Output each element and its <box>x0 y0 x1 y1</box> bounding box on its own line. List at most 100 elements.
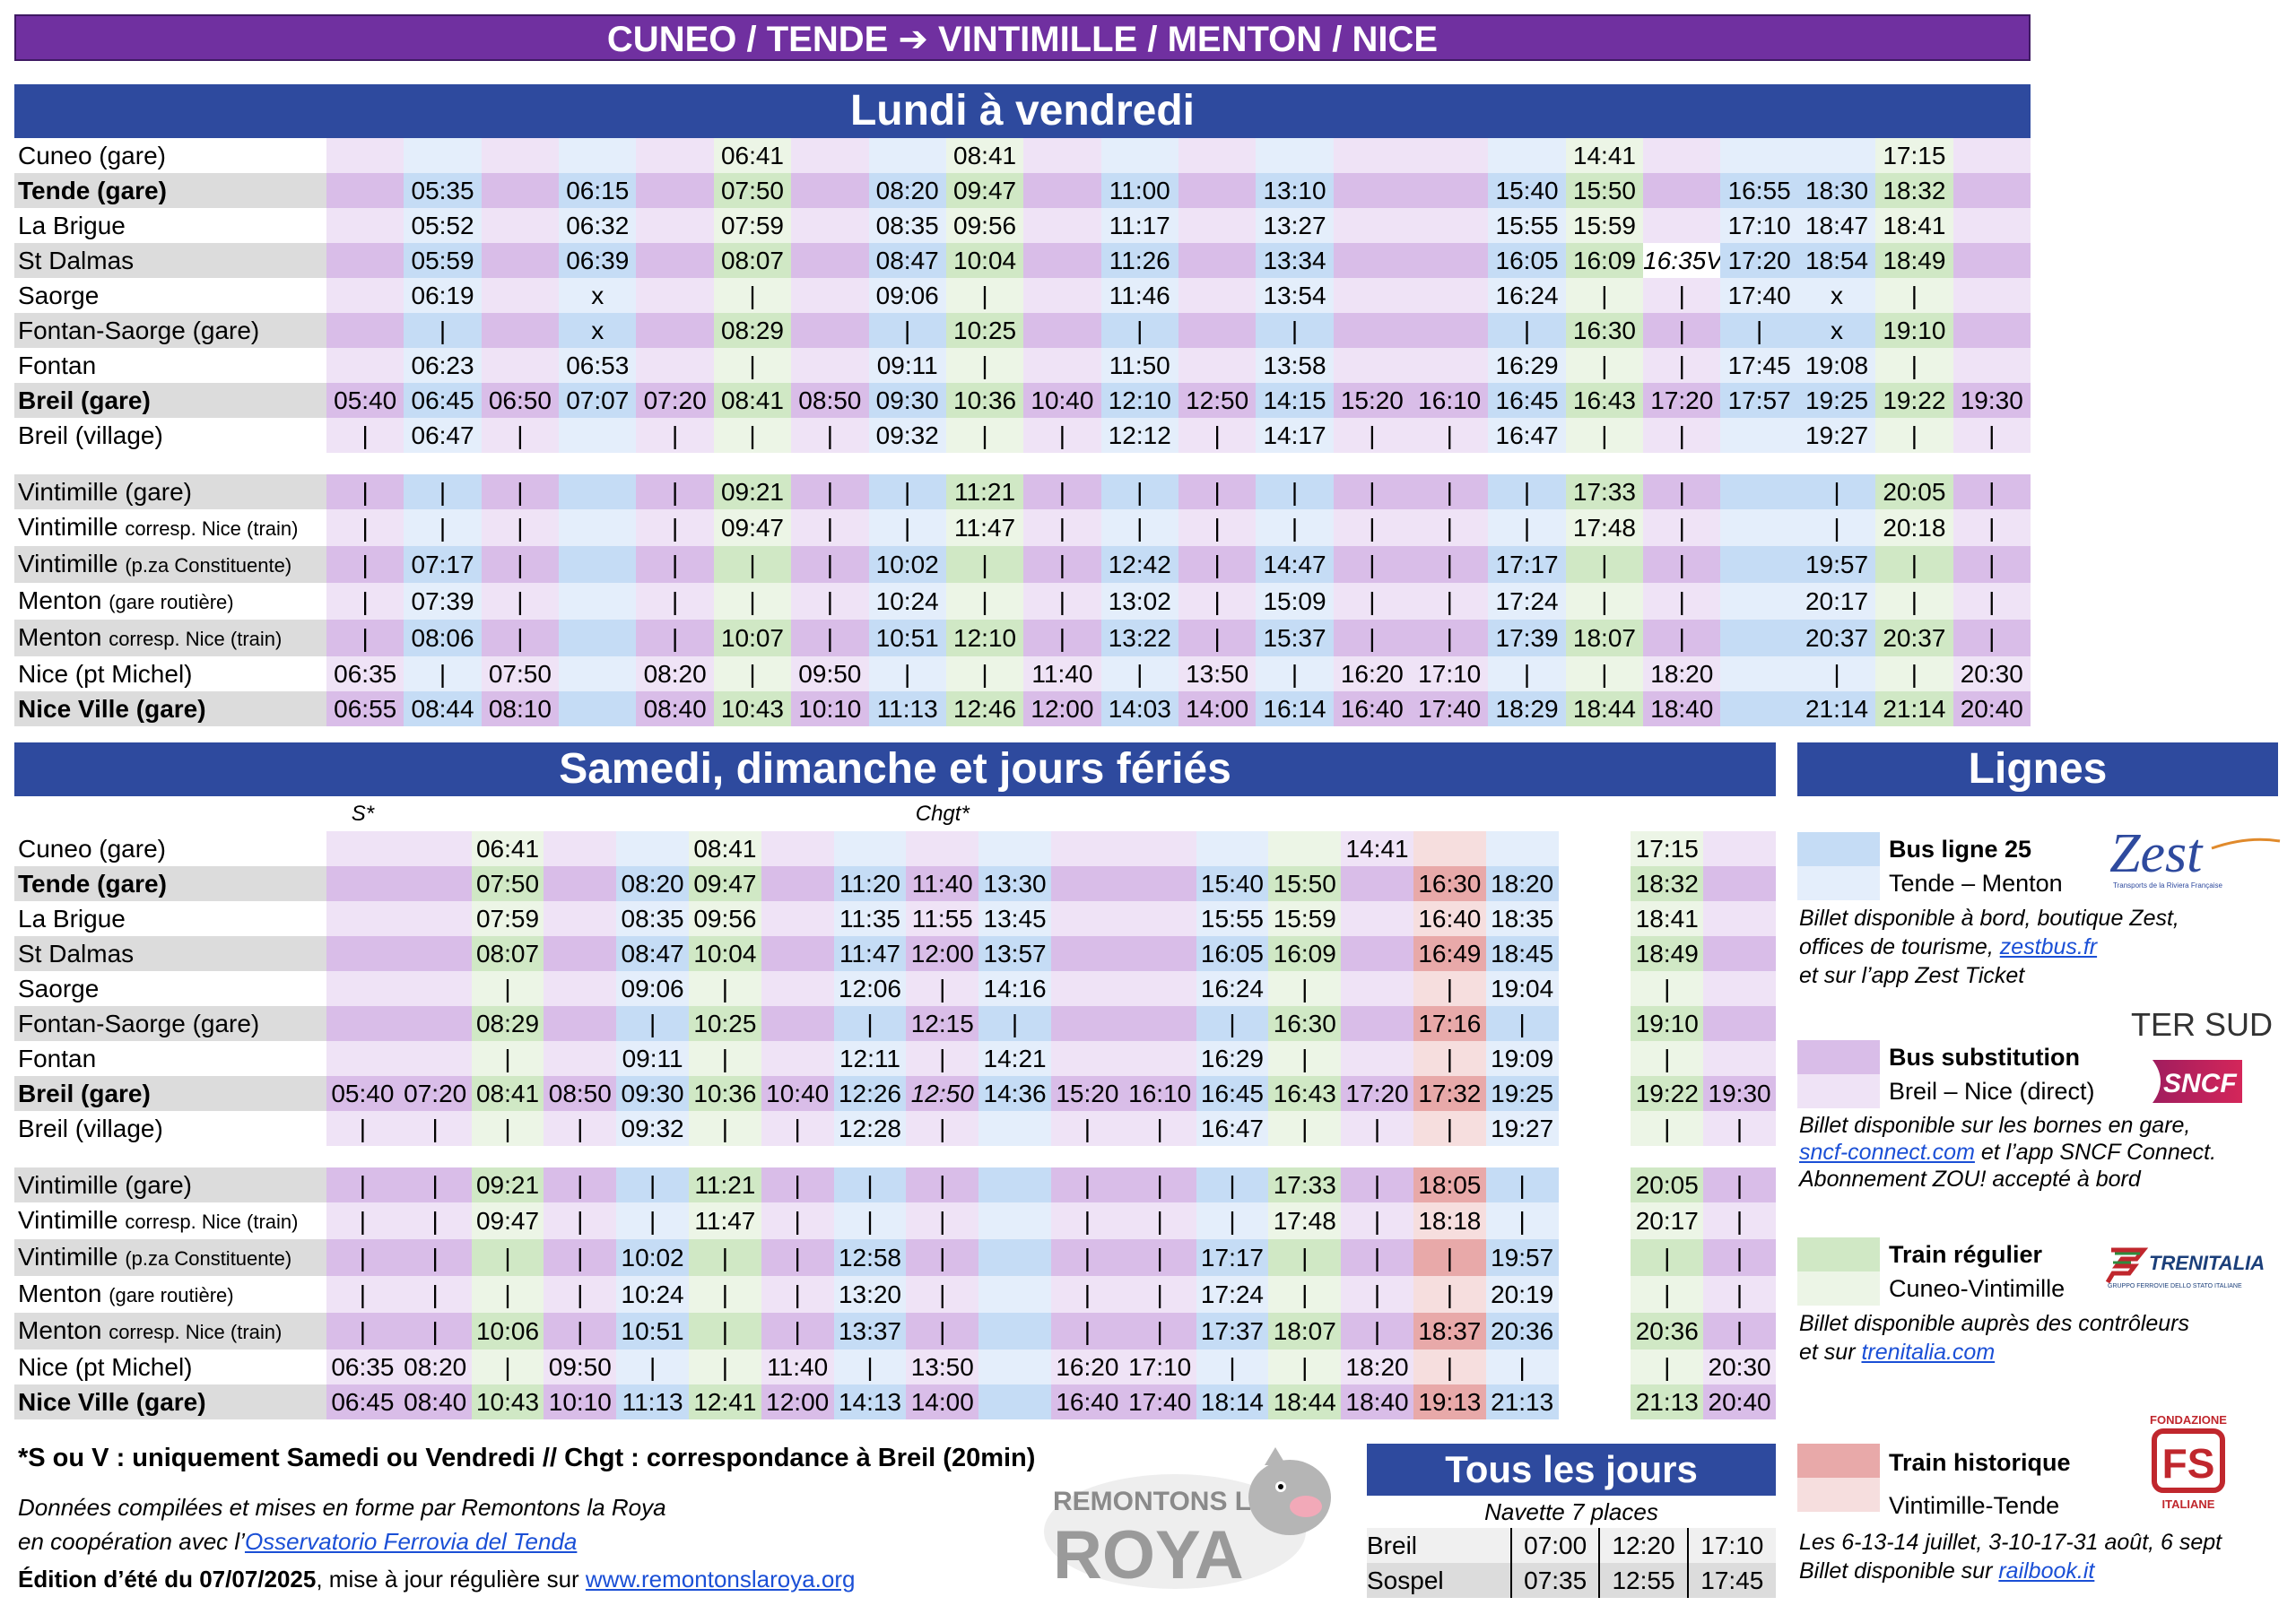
time-cell: 06:23 <box>404 348 482 383</box>
time-cell: 11:40 <box>906 866 979 901</box>
time-cell <box>636 278 714 313</box>
time-cell: | <box>1333 474 1412 509</box>
station-name: La Brigue <box>14 901 326 936</box>
table-row: Breil (gare) 05:40 07:20 08:41 08:50 09:30 10:… <box>14 1076 1776 1111</box>
time-cell <box>1050 1041 1124 1076</box>
time-cell: 17:45 <box>1720 348 1798 383</box>
time-cell: | <box>1565 656 1644 691</box>
note-cell <box>761 796 834 831</box>
time-cell: 09:47 <box>945 173 1024 208</box>
time-cell <box>791 173 869 208</box>
time-cell: | <box>945 418 1024 453</box>
time-cell <box>978 831 1051 866</box>
time-cell: 11:40 <box>761 1350 834 1384</box>
footer-cooperation: en coopération avec l’Osservatorio Ferro… <box>18 1528 578 1555</box>
time-cell: 10:51 <box>616 1313 689 1350</box>
time-cell: 07:59 <box>713 208 792 243</box>
time-cell: 09:30 <box>868 383 946 418</box>
time-cell <box>1268 831 1342 866</box>
time-cell: | <box>1411 546 1489 583</box>
legend-note-historic: Les 6-13-14 juillet, 3-10-17-31 août, 6 … <box>1799 1530 2222 1584</box>
station-name: Sospel <box>1367 1563 1511 1598</box>
time-cell: 20:19 <box>1485 1276 1559 1313</box>
time-cell: 18:47 <box>1797 208 1876 243</box>
zestbus-link[interactable]: zestbus.fr <box>1999 934 2098 959</box>
time-cell: | <box>1413 1350 1486 1384</box>
trenitalia-link[interactable]: trenitalia.com <box>1861 1340 1996 1365</box>
time-cell <box>1952 348 2031 383</box>
time-cell <box>978 1384 1051 1419</box>
time-cell <box>544 901 617 936</box>
fs-logo-text: FS <box>2162 1440 2215 1487</box>
note-cell <box>1268 796 1342 831</box>
time-cell: 19:25 <box>1797 383 1876 418</box>
time-cell: 16:40 <box>1413 901 1486 936</box>
time-cell: 18:29 <box>1488 691 1566 726</box>
time-cell <box>1023 138 1101 173</box>
time-cell <box>1178 173 1257 208</box>
time-cell: | <box>471 1041 544 1076</box>
time-cell <box>1341 901 1413 936</box>
remontons-link[interactable]: www.remontonslaroya.org <box>585 1566 856 1593</box>
time-cell <box>1411 243 1489 278</box>
time-cell: 18:32 <box>1875 173 1953 208</box>
time-cell: 19:57 <box>1485 1239 1559 1276</box>
station-name: Saorge <box>14 278 326 313</box>
time-cell: 15:40 <box>1196 866 1269 901</box>
time-cell: | <box>1565 546 1644 583</box>
time-cell: | <box>1123 1276 1196 1313</box>
zest-logo-sub: Transports de la Riviera Française <box>2113 881 2223 890</box>
time-cell: | <box>636 474 714 509</box>
time-cell: | <box>544 1276 617 1313</box>
time-cell: | <box>1341 1239 1413 1276</box>
sncf-connect-link[interactable]: sncf-connect.com <box>1799 1140 1975 1165</box>
time-cell: | <box>906 1041 979 1076</box>
time-cell <box>559 138 637 173</box>
time-cell <box>1720 656 1798 691</box>
time-cell: 17:15 <box>1875 138 1953 173</box>
time-cell: 11:46 <box>1100 278 1178 313</box>
time-cell: 09:47 <box>471 1202 544 1239</box>
footer-edition: Édition d’été du 07/07/2025, mise à jour… <box>18 1566 856 1593</box>
time-cell: | <box>761 1111 834 1146</box>
osservatorio-link[interactable]: Osservatorio Ferrovia del Tenda <box>244 1528 578 1555</box>
weekend-title: Samedi, dimanche et jours fériés <box>14 742 1776 796</box>
time-cell <box>761 936 834 971</box>
time-cell: | <box>945 348 1024 383</box>
time-cell: | <box>326 418 404 453</box>
time-cell <box>544 1041 617 1076</box>
time-cell: 08:41 <box>945 138 1024 173</box>
time-cell: | <box>1123 1239 1196 1276</box>
time-cell <box>559 474 637 509</box>
time-cell: 06:35 <box>326 656 404 691</box>
time-cell <box>1952 278 2031 313</box>
railbook-link[interactable]: railbook.it <box>1998 1558 2095 1584</box>
time-cell <box>481 208 560 243</box>
time-cell <box>1952 208 2031 243</box>
time-cell: 10:40 <box>761 1076 834 1111</box>
time-cell <box>1411 208 1489 243</box>
time-cell: 09:50 <box>544 1350 617 1384</box>
time-cell: 08:20 <box>868 173 946 208</box>
time-cell: 09:21 <box>713 474 792 509</box>
time-cell: | <box>1178 546 1257 583</box>
time-cell: 11:35 <box>833 901 907 936</box>
time-cell: 10:43 <box>713 691 792 726</box>
note-cell <box>1341 796 1413 831</box>
station-name: Vintimille (p.za Constituente) <box>14 546 326 583</box>
time-cell: 18:05 <box>1413 1167 1486 1202</box>
trenitalia-logo: TRENITALIA GRUPPO FERROVIE DELLO STATO I… <box>2104 1241 2283 1291</box>
time-cell: 11:26 <box>1100 243 1178 278</box>
time-cell: | <box>1023 474 1101 509</box>
tous-title: Tous les jours <box>1367 1444 1776 1496</box>
station-name: Vintimille corresp. Nice (train) <box>14 1202 326 1239</box>
time-cell: 12:10 <box>945 620 1024 656</box>
time-cell: | <box>1333 583 1412 620</box>
time-cell <box>761 1041 834 1076</box>
time-cell <box>1050 1006 1124 1041</box>
time-cell: | <box>1050 1111 1124 1146</box>
time-cell: 20:05 <box>1875 474 1953 509</box>
time-cell: 20:37 <box>1797 620 1876 656</box>
time-cell: 07:50 <box>471 866 544 901</box>
time-cell <box>1558 901 1631 936</box>
